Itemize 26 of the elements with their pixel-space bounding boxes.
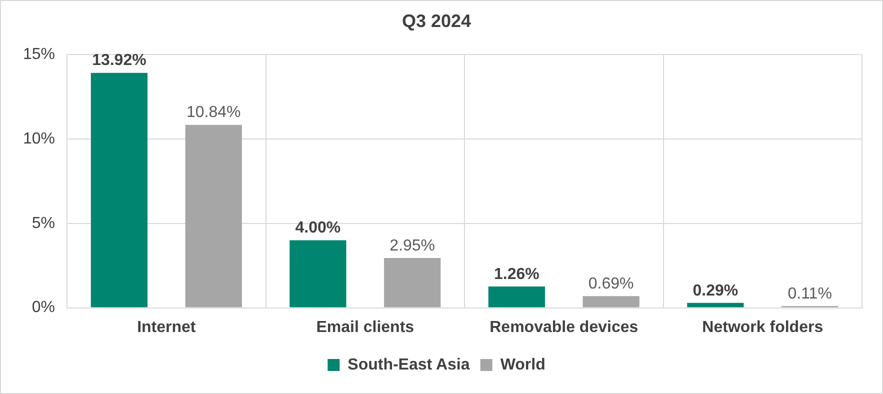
legend-label: South-East Asia [348, 356, 470, 374]
x-tick-label: Removable devices [490, 318, 638, 336]
data-label: 2.95% [390, 237, 436, 254]
y-tick-label: 10% [22, 130, 56, 148]
bar [582, 296, 640, 308]
bar [488, 286, 546, 308]
y-tick-label: 0% [32, 299, 56, 316]
chart-title: Q3 2024 [402, 10, 472, 31]
data-label: 0.29% [692, 282, 738, 300]
data-label: 10.84% [186, 104, 241, 122]
y-tick-label: 5% [32, 214, 56, 232]
x-tick-label: Network folders [702, 318, 824, 336]
bar [687, 302, 744, 308]
data-label: 0.11% [788, 285, 832, 302]
x-tick-label: Internet [137, 318, 196, 336]
data-label: 0.69% [588, 276, 634, 293]
bar [185, 124, 242, 308]
bar [290, 240, 346, 308]
legend-label: World [500, 356, 546, 374]
bar [90, 72, 148, 308]
bar [384, 258, 441, 308]
x-tick-label: Email clients [316, 318, 414, 336]
data-label: 1.26% [494, 266, 540, 283]
data-label: 13.92% [92, 52, 146, 70]
data-label: 4.00% [295, 220, 341, 237]
y-tick-label: 15% [22, 46, 56, 64]
